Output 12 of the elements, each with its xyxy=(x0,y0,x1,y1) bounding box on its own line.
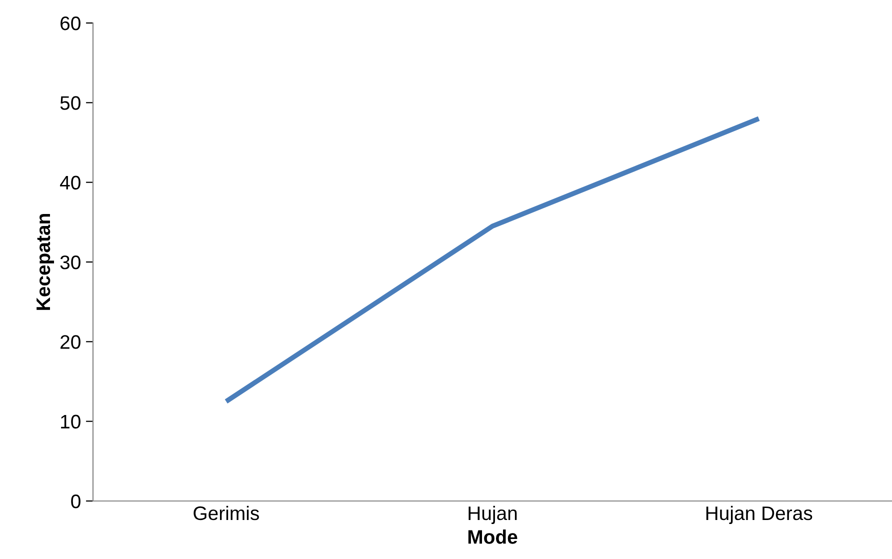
x-tick-label: Gerimis xyxy=(194,506,259,520)
y-tick-label: 40 xyxy=(60,176,80,190)
y-axis-title: Kecepatan xyxy=(36,214,54,310)
y-tick-label: 0 xyxy=(71,494,80,508)
y-tick-label: 60 xyxy=(60,16,80,30)
y-tick-label: 20 xyxy=(60,335,80,349)
y-tick-label: 50 xyxy=(60,96,80,110)
y-tick-label: 10 xyxy=(61,414,80,429)
x-tick-label: Hujan xyxy=(468,506,517,524)
x-tick-label: Hujan Deras xyxy=(706,506,812,524)
y-tick-label: 30 xyxy=(60,255,80,270)
x-axis-title: Mode xyxy=(468,530,518,544)
